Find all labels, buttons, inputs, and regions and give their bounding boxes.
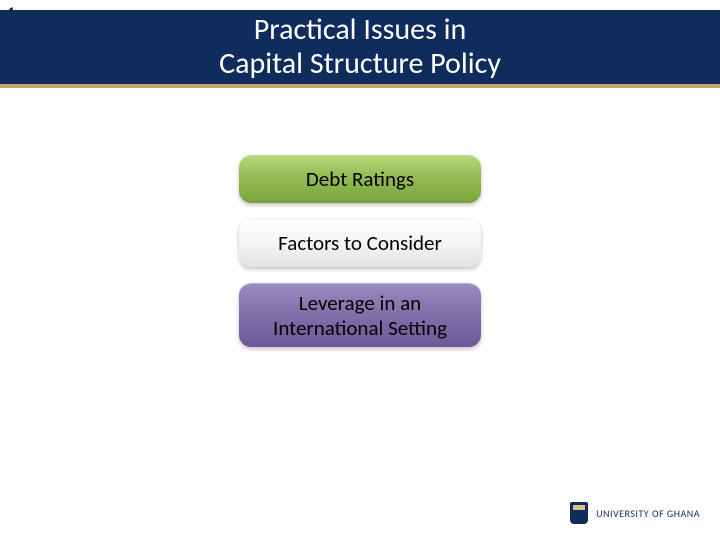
pills-container: Debt Ratings Factors to Consider Leverag… <box>0 155 720 347</box>
title-line-2: Capital Structure Policy <box>219 45 501 82</box>
pill-leverage: Leverage in an International Setting <box>239 283 481 347</box>
title-line-1: Practical Issues in <box>254 11 466 48</box>
pill-factors: Factors to Consider <box>239 219 481 267</box>
header-bar: Practical Issues in Capital Structure Po… <box>0 10 720 88</box>
institution-name: UNIVERSITY OF GHANA <box>596 507 700 520</box>
page-title: Practical Issues in Capital Structure Po… <box>0 13 720 82</box>
pill-label: Factors to Consider <box>278 231 442 255</box>
pill-label: Debt Ratings <box>306 167 414 191</box>
crest-icon <box>570 502 588 524</box>
footer-logo: UNIVERSITY OF GHANA <box>570 502 700 524</box>
pill-label: Leverage in an International Setting <box>253 291 467 339</box>
pill-debt-ratings: Debt Ratings <box>239 155 481 203</box>
